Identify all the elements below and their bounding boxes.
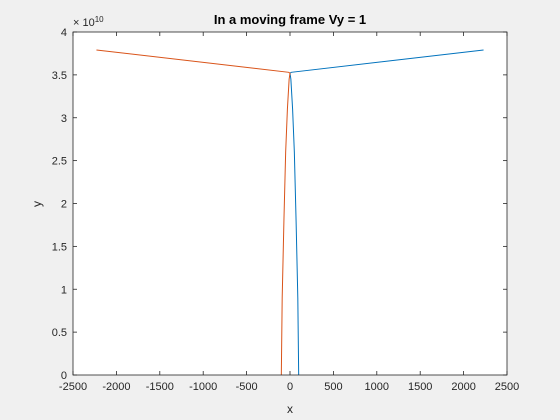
y-tick-label: 3.5 xyxy=(52,70,67,82)
x-tick-label: 1000 xyxy=(365,381,389,393)
x-tick-label: 0 xyxy=(287,381,293,393)
x-tick-label: -1000 xyxy=(189,381,217,393)
chart-title: In a moving frame Vy = 1 xyxy=(214,12,366,27)
x-tick-label: 500 xyxy=(324,381,342,393)
series-layer xyxy=(96,49,484,376)
x-tick-label: -2500 xyxy=(59,381,87,393)
plot-area xyxy=(73,32,507,375)
series-line-2 xyxy=(96,49,291,376)
y-tick-label: 3 xyxy=(61,113,67,125)
x-tick-label: 1500 xyxy=(408,381,432,393)
y-tick-label: 0 xyxy=(61,370,67,382)
y-tick-label: 4 xyxy=(61,27,67,39)
y-tick-label: 2 xyxy=(61,199,67,211)
x-ticks: -2500 -2000 -1500 -1000 -500 0 500 1000 1500 2000… xyxy=(59,32,519,393)
y-tick-label: 0.5 xyxy=(52,327,67,339)
y-exponent-base: × 10 xyxy=(73,17,95,29)
x-tick-label: -500 xyxy=(236,381,258,393)
x-tick-label: -2000 xyxy=(102,381,130,393)
y-ticks: 0 0.5 1 1.5 2 2.5 3 3.5 4 xyxy=(52,27,507,382)
x-tick-label: 2500 xyxy=(495,381,519,393)
y-tick-label: 1.5 xyxy=(52,241,67,253)
x-axis-label: x xyxy=(287,402,293,416)
x-tick-label: -1500 xyxy=(146,381,174,393)
y-axis-label: y xyxy=(30,201,44,207)
y-tick-label: 2.5 xyxy=(52,156,67,168)
series-line-1 xyxy=(289,49,484,376)
y-exponent-label: × 1010 xyxy=(73,15,104,29)
y-tick-label: 1 xyxy=(61,284,67,296)
x-tick-label: 2000 xyxy=(451,381,475,393)
y-exponent-power: 10 xyxy=(95,15,104,24)
